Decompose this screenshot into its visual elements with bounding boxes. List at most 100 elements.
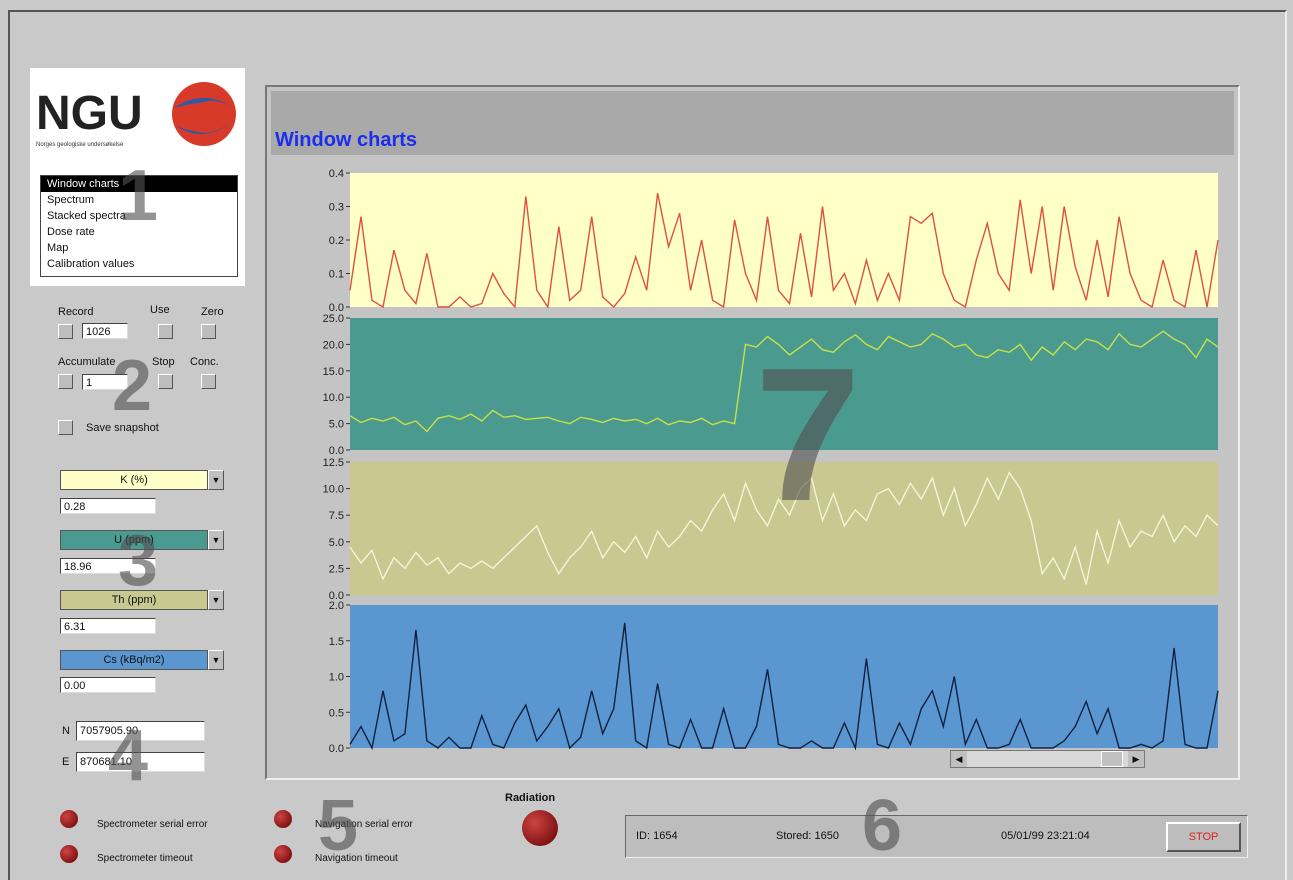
menu-item[interactable]: Dose rate <box>47 226 95 238</box>
data-line <box>349 192 1219 309</box>
y-tick-label: 25.0 <box>323 313 344 325</box>
y-tick-label: 0.3 <box>329 202 344 214</box>
dropdown-arrow[interactable]: ▼ <box>208 530 224 550</box>
channel-select[interactable]: K (%) <box>60 470 208 490</box>
callout-number: 5 <box>318 786 359 866</box>
menu-item[interactable]: Window charts <box>41 176 237 192</box>
callout-number: 3 <box>118 521 159 601</box>
panel-title: Window charts <box>275 129 418 151</box>
y-tick-label: 20.0 <box>323 339 344 351</box>
indicator-led <box>60 845 78 863</box>
east-value: 870681.10 <box>76 752 205 772</box>
plot-area <box>350 318 1218 450</box>
channel-value: 0.00 <box>60 677 156 693</box>
north-value: 7057905.90 <box>76 721 205 741</box>
y-tick-label: 7.5 <box>329 510 344 522</box>
indicator-label: Navigation serial error <box>315 819 413 830</box>
y-tick-label: 5.0 <box>329 537 344 549</box>
indicator-label: Spectrometer timeout <box>97 853 193 864</box>
y-tick-label: 2.0 <box>329 600 344 612</box>
indicator-label: Spectrometer serial error <box>97 819 208 830</box>
stop-label: Stop <box>152 356 175 368</box>
dropdown-arrow[interactable]: ▼ <box>208 650 224 670</box>
accumulate-input[interactable]: 1 <box>82 374 128 390</box>
channel-select[interactable]: Th (ppm) <box>60 590 208 610</box>
y-tick-label: 0.0 <box>329 743 344 755</box>
dropdown-arrow[interactable]: ▼ <box>208 590 224 610</box>
record-label: Record <box>58 306 94 318</box>
zero-button[interactable] <box>201 324 216 339</box>
y-tick-label: 15.0 <box>323 366 344 378</box>
menu-item[interactable]: Stacked spectra <box>47 210 126 222</box>
y-tick-label: 0.0 <box>329 590 344 602</box>
save-label: Save snapshot <box>86 422 159 434</box>
channel-value: 6.31 <box>60 618 156 634</box>
plot-area <box>350 462 1218 595</box>
y-tick-label: 0.0 <box>329 302 344 314</box>
data-line <box>349 471 1219 585</box>
menu-item[interactable]: Map <box>47 242 69 254</box>
y-tick-label: 0.5 <box>329 707 344 719</box>
stop-button[interactable]: STOP <box>1166 822 1241 852</box>
menu-item[interactable]: Calibration values <box>47 258 135 270</box>
channel-select[interactable]: U (ppm) <box>60 530 208 550</box>
view-menu[interactable]: Window charts Spectrum Stacked spectra D… <box>40 175 238 277</box>
radiation-led <box>522 810 558 846</box>
y-tick-label: 1.5 <box>329 636 344 648</box>
scrollbar[interactable]: ◀ ▶ <box>950 750 1145 768</box>
y-tick-label: 12.5 <box>323 457 344 469</box>
zero-label: Zero <box>201 306 224 318</box>
use-button[interactable] <box>158 324 173 339</box>
status-bar: ID: 1654 Stored: 1650 05/01/99 23:21:04 … <box>625 815 1248 858</box>
record-button[interactable] <box>58 324 73 339</box>
callout-number: 6 <box>862 786 903 866</box>
data-line <box>349 622 1219 751</box>
dropdown-arrow[interactable]: ▼ <box>208 470 224 490</box>
accumulate-label: Accumulate <box>58 356 116 368</box>
conc-button[interactable] <box>201 374 216 389</box>
status-stored: Stored: 1650 <box>776 830 839 842</box>
y-tick-label: 5.0 <box>329 419 344 431</box>
callout-number: 2 <box>112 346 153 426</box>
indicator-label: Navigation timeout <box>315 853 398 864</box>
logo-globe <box>172 82 236 146</box>
plot-area <box>350 173 1218 307</box>
panel-header <box>271 91 1234 155</box>
record-input[interactable]: 1026 <box>82 323 128 339</box>
window-frame <box>8 10 1287 880</box>
menu-item[interactable]: Spectrum <box>47 194 95 206</box>
data-line <box>349 330 1219 433</box>
callout-number: 4 <box>108 716 149 796</box>
channel-value: 0.28 <box>60 498 156 514</box>
y-tick-label: 10.0 <box>323 392 344 404</box>
y-tick-label: 10.0 <box>323 484 344 496</box>
logo-subtitle: Norges geologiske undersøkelse <box>36 142 124 148</box>
conc-label: Conc. <box>190 356 219 368</box>
use-label: Use <box>150 304 170 316</box>
y-tick-label: 0.2 <box>329 235 344 247</box>
y-tick-label: 2.5 <box>329 563 344 575</box>
y-tick-label: 0.1 <box>329 269 344 281</box>
indicator-led <box>274 845 292 863</box>
indicator-led <box>60 810 78 828</box>
callout-number: 7 <box>755 329 861 541</box>
callout-number: 1 <box>118 156 159 236</box>
indicator-led <box>274 810 292 828</box>
plot-area <box>350 605 1218 748</box>
y-tick-label: 1.0 <box>329 672 344 684</box>
logo-text: NGU <box>36 87 143 140</box>
status-id: ID: 1654 <box>636 830 678 842</box>
channel-value: 18.96 <box>60 558 156 574</box>
north-label: N <box>62 725 70 737</box>
y-tick-label: 0.4 <box>329 168 344 180</box>
y-tick-label: 0.0 <box>329 445 344 457</box>
radiation-label: Radiation <box>505 792 556 804</box>
channel-select[interactable]: Cs (kBq/m2) <box>60 650 208 670</box>
status-time: 05/01/99 23:21:04 <box>1001 830 1090 842</box>
east-label: E <box>62 756 70 768</box>
stop-button[interactable] <box>158 374 173 389</box>
save-button[interactable] <box>58 420 73 435</box>
accumulate-button[interactable] <box>58 374 73 389</box>
